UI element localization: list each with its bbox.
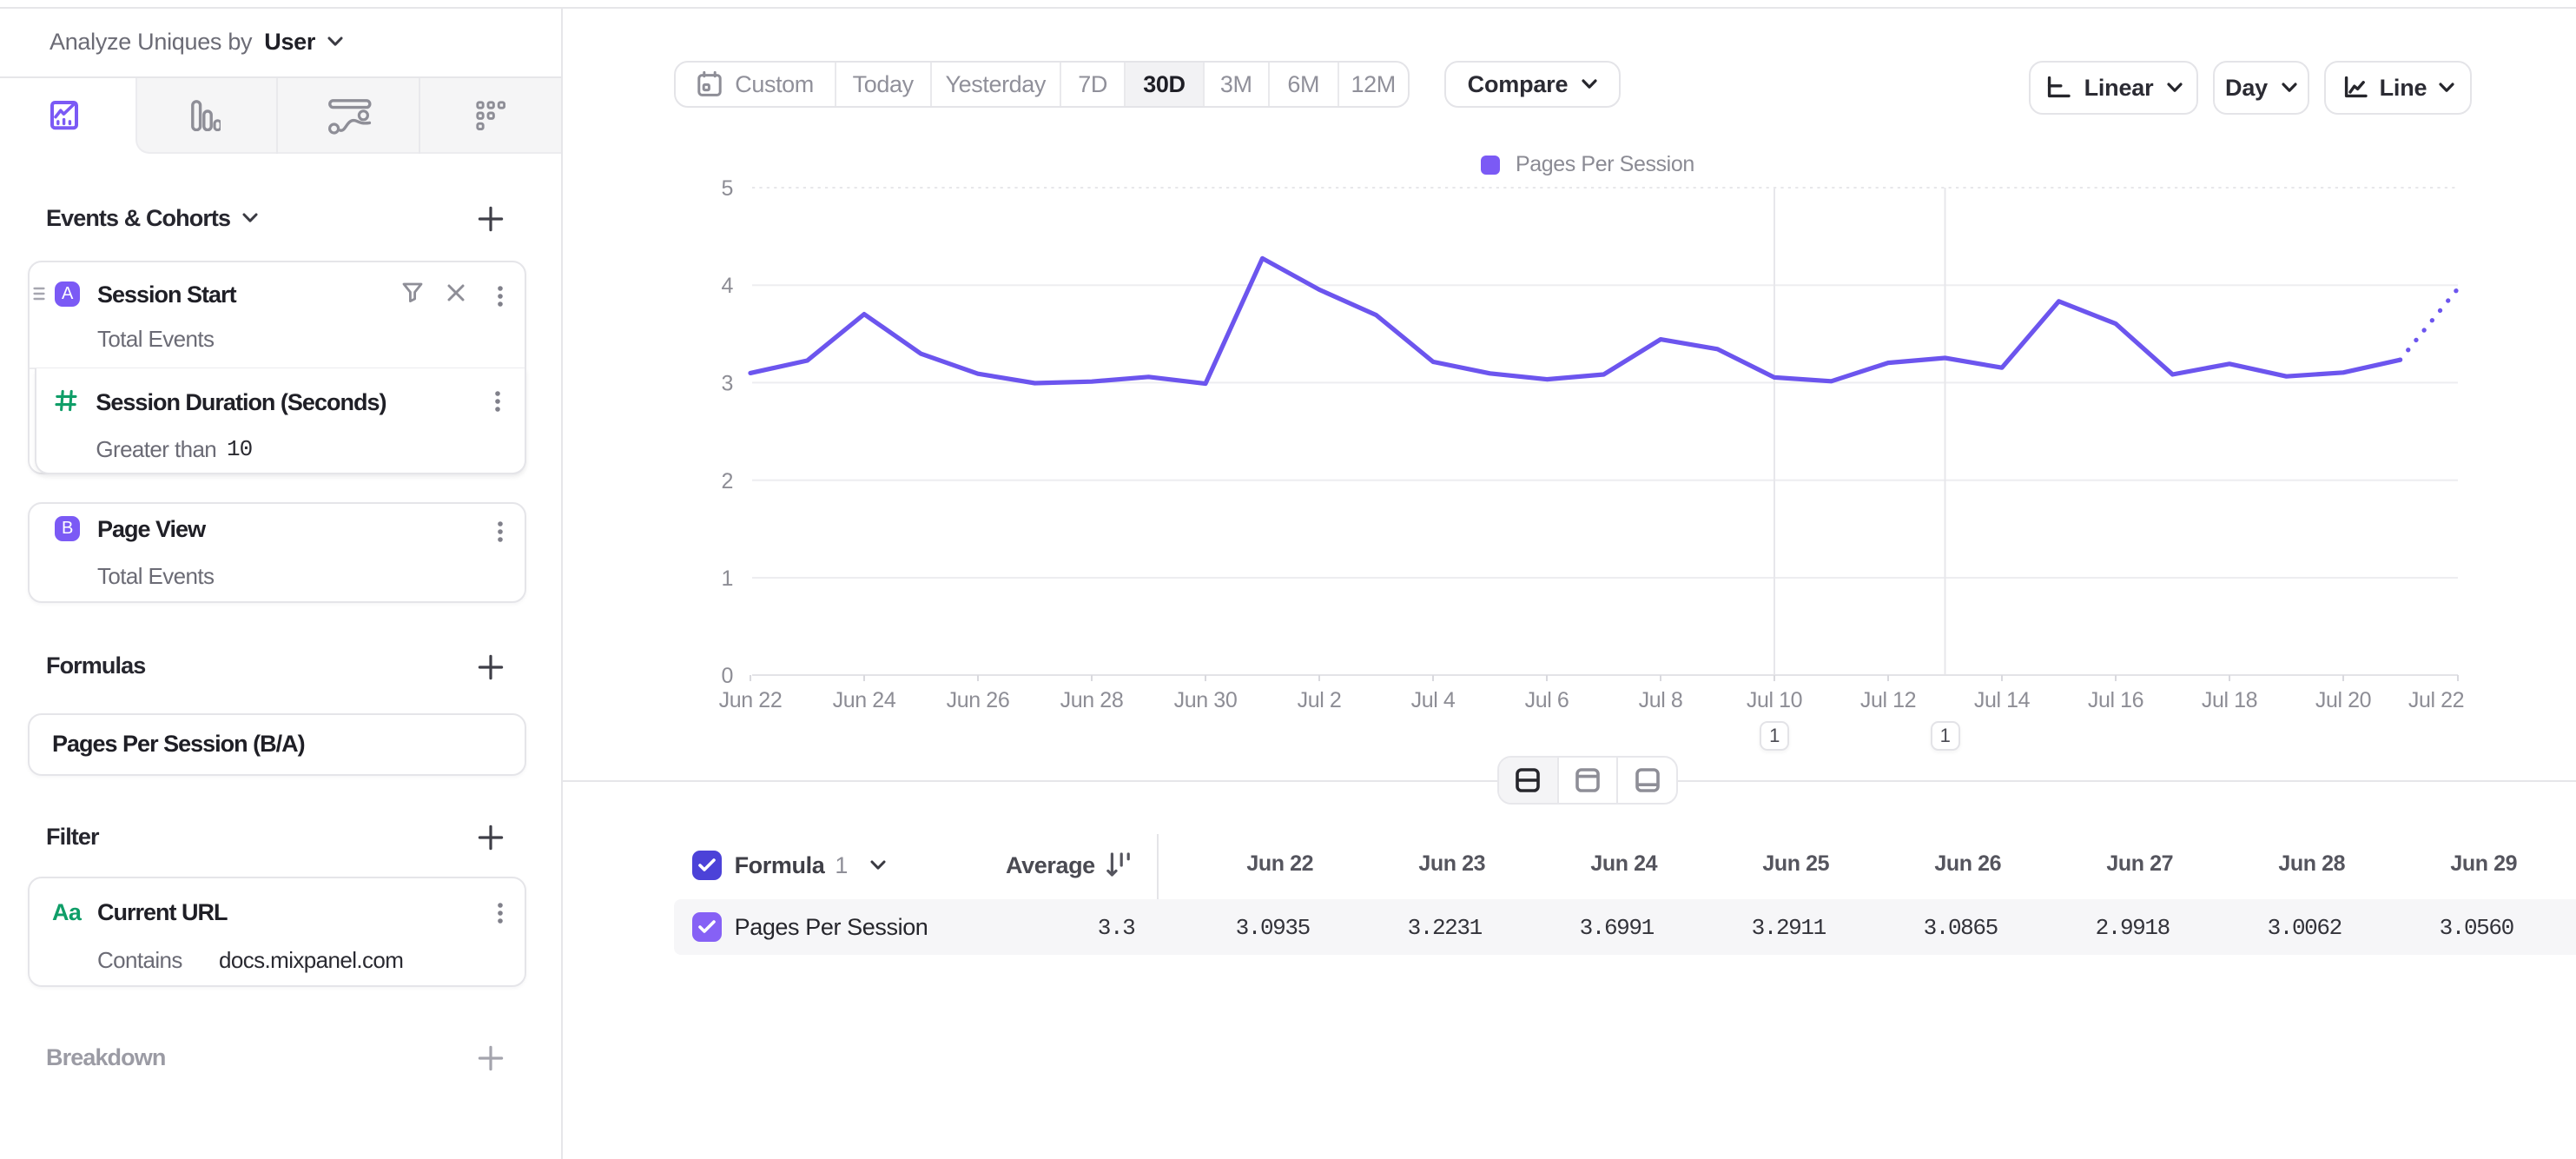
svg-text:Jul 10: Jul 10 bbox=[1747, 688, 1802, 712]
svg-text:Jul 14: Jul 14 bbox=[1974, 688, 2031, 712]
svg-text:Jun 22: Jun 22 bbox=[719, 688, 783, 712]
svg-text:Jun 24: Jun 24 bbox=[833, 688, 896, 712]
svg-text:2: 2 bbox=[721, 469, 733, 493]
svg-text:3: 3 bbox=[721, 371, 733, 395]
svg-text:Jul 2: Jul 2 bbox=[1298, 688, 1342, 712]
svg-text:Jun 28: Jun 28 bbox=[1060, 688, 1124, 712]
svg-text:Jun 30: Jun 30 bbox=[1174, 688, 1238, 712]
svg-text:0: 0 bbox=[721, 664, 733, 688]
svg-text:5: 5 bbox=[721, 176, 733, 201]
svg-text:Jul 12: Jul 12 bbox=[1860, 688, 1916, 712]
svg-text:Jul 6: Jul 6 bbox=[1525, 688, 1569, 712]
svg-text:Jul 20: Jul 20 bbox=[2315, 688, 2371, 712]
svg-text:Jul 8: Jul 8 bbox=[1639, 688, 1683, 712]
svg-text:Jul 18: Jul 18 bbox=[2202, 688, 2257, 712]
svg-text:Jun 26: Jun 26 bbox=[947, 688, 1010, 712]
svg-text:4: 4 bbox=[721, 274, 733, 298]
svg-text:1: 1 bbox=[721, 566, 733, 591]
svg-text:Jul 4: Jul 4 bbox=[1411, 688, 1456, 712]
svg-text:Jul 16: Jul 16 bbox=[2088, 688, 2143, 712]
svg-text:Jul 22: Jul 22 bbox=[2408, 688, 2464, 712]
